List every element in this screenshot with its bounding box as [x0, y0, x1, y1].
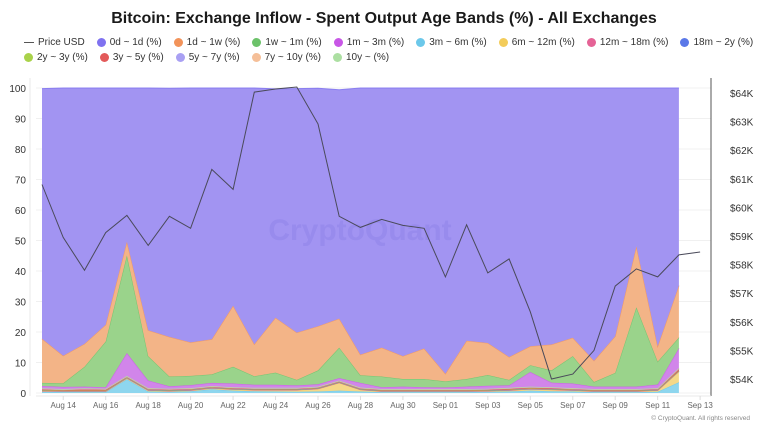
legend-item-7y-10y[interactable]: 7y ~ 10y (%)	[251, 50, 321, 65]
svg-text:$61K: $61K	[730, 175, 754, 186]
legend-item-18m-2y[interactable]: 18m ~ 2y (%)	[680, 35, 753, 50]
legend-item-1w-1m[interactable]: 1w ~ 1m (%)	[252, 35, 322, 50]
x-axis: Aug 14 Aug 16 Aug 18 Aug 20 Aug 22 Aug 24 Aug …	[36, 395, 713, 410]
dot-swatch-icon	[498, 38, 508, 47]
stacked-areas	[41, 87, 680, 393]
price-line	[41, 86, 701, 380]
svg-text:$58K: $58K	[730, 261, 754, 272]
svg-text:40: 40	[15, 267, 27, 278]
legend-item-1d-1w[interactable]: 1d ~ 1w (%)	[173, 35, 240, 50]
svg-text:Aug 28: Aug 28	[348, 401, 374, 410]
svg-text:50: 50	[15, 237, 27, 248]
svg-text:Aug 20: Aug 20	[178, 401, 204, 410]
svg-text:20: 20	[15, 328, 27, 339]
svg-text:$64K: $64K	[730, 89, 754, 100]
dot-swatch-icon	[173, 38, 183, 47]
dot-swatch-icon	[96, 38, 106, 47]
svg-text:Sep 05: Sep 05	[518, 401, 544, 410]
svg-text:Sep 01: Sep 01	[433, 401, 459, 410]
svg-text:60: 60	[15, 206, 27, 217]
dot-swatch-icon	[99, 53, 109, 62]
svg-text:$57K: $57K	[730, 289, 754, 300]
svg-text:$60K: $60K	[730, 203, 754, 214]
dot-swatch-icon	[680, 38, 690, 47]
legend-item-3y-5y[interactable]: 3y ~ 5y (%)	[99, 50, 164, 65]
svg-text:Aug 30: Aug 30	[390, 401, 416, 410]
legend-row-1: Price USD 0d ~ 1d (%) 1d ~ 1w (%) 1w ~ 1…	[24, 35, 754, 50]
svg-text:Aug 24: Aug 24	[263, 401, 289, 410]
dot-swatch-icon	[586, 38, 596, 47]
svg-text:90: 90	[15, 115, 27, 126]
dot-swatch-icon	[416, 38, 426, 47]
svg-text:$56K: $56K	[730, 318, 754, 329]
svg-text:Aug 16: Aug 16	[93, 401, 119, 410]
svg-text:10: 10	[15, 359, 27, 370]
legend-item-10y-plus[interactable]: 10y ~ (%)	[333, 50, 389, 65]
line-swatch-icon	[24, 42, 34, 43]
legend-item-5y-7y[interactable]: 5y ~ 7y (%)	[175, 50, 240, 65]
svg-text:$59K: $59K	[730, 232, 754, 243]
svg-text:Aug 18: Aug 18	[135, 401, 161, 410]
legend-item-3m-6m[interactable]: 3m ~ 6m (%)	[416, 35, 487, 50]
legend-item-1m-3m[interactable]: 1m ~ 3m (%)	[333, 35, 404, 50]
dot-swatch-icon	[252, 38, 262, 47]
svg-text:30: 30	[15, 298, 27, 309]
svg-text:Sep 09: Sep 09	[603, 401, 629, 410]
right-y-axis: $54K $55K $56K $57K $58K $59K $60K $61K $62K $63K…	[730, 89, 754, 386]
svg-text:Aug 26: Aug 26	[305, 401, 331, 410]
svg-text:Sep 11: Sep 11	[645, 401, 670, 410]
svg-text:Aug 14: Aug 14	[51, 401, 77, 410]
svg-text:$54K: $54K	[730, 375, 754, 386]
svg-text:70: 70	[15, 176, 27, 187]
copyright-notice: © CryptoQuant. All rights reserved	[651, 415, 750, 422]
dot-swatch-icon	[333, 53, 342, 62]
svg-text:$62K: $62K	[730, 146, 754, 157]
svg-text:100: 100	[9, 84, 26, 95]
legend-item-price-usd[interactable]: Price USD	[24, 35, 85, 50]
chart-legend: Price USD 0d ~ 1d (%) 1d ~ 1w (%) 1w ~ 1…	[24, 35, 754, 65]
svg-text:Aug 22: Aug 22	[220, 401, 246, 410]
dot-swatch-icon	[24, 53, 33, 62]
svg-text:Sep 07: Sep 07	[560, 401, 586, 410]
dot-swatch-icon	[175, 53, 185, 62]
svg-text:Sep 13: Sep 13	[687, 401, 713, 410]
svg-text:$63K: $63K	[730, 118, 754, 129]
chart-title: Bitcoin: Exchange Inflow - Spent Output …	[111, 10, 657, 27]
dot-swatch-icon	[251, 53, 261, 62]
legend-item-12m-18m[interactable]: 12m ~ 18m (%)	[586, 35, 668, 50]
legend-item-6m-12m[interactable]: 6m ~ 12m (%)	[498, 35, 575, 50]
dot-swatch-icon	[333, 38, 343, 47]
legend-item-0d-1d[interactable]: 0d ~ 1d (%)	[96, 35, 162, 50]
svg-text:0: 0	[20, 389, 26, 400]
legend-item-2y-3y[interactable]: 2y ~ 3y (%)	[24, 50, 88, 65]
left-y-axis: 0 10 20 30 40 50 60 70 80 90 100	[9, 84, 26, 400]
svg-text:Sep 03: Sep 03	[475, 401, 501, 410]
watermark: CryptoQuant	[268, 214, 451, 247]
svg-text:$55K: $55K	[730, 346, 754, 357]
svg-text:80: 80	[15, 145, 27, 156]
legend-row-2: 2y ~ 3y (%) 3y ~ 5y (%) 5y ~ 7y (%) 7y ~…	[24, 50, 754, 65]
